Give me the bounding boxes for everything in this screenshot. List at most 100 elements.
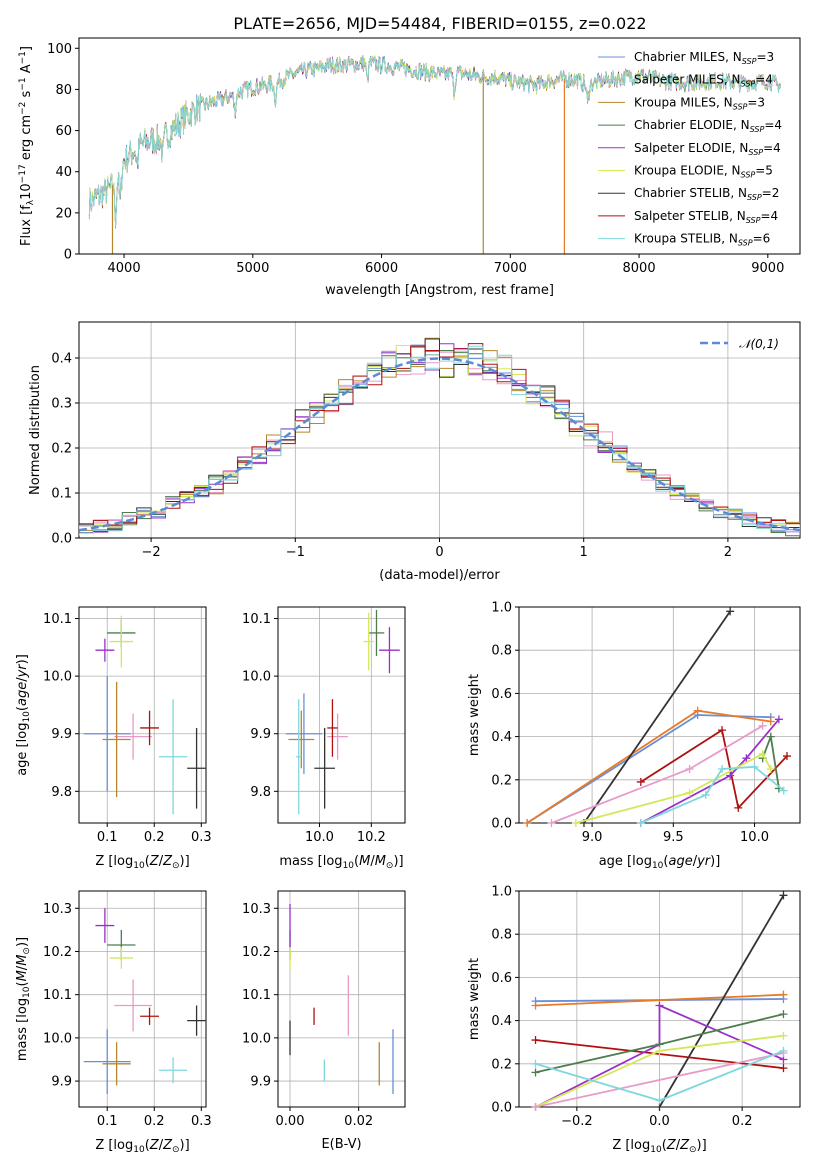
legend-entry: Chabrier ELODIE, NSSP=4 — [634, 118, 782, 134]
y-axis-label: Normed distribution — [28, 365, 43, 495]
x-tick-label: 0.02 — [344, 1114, 373, 1129]
x-tick-label: 0.1 — [97, 830, 118, 845]
x-tick-label: 9.0 — [582, 830, 603, 845]
y-tick-label: 10.3 — [43, 902, 72, 917]
series-marker — [783, 752, 792, 761]
error-point — [158, 1057, 188, 1084]
plot-frame — [78, 890, 207, 1108]
error-point — [140, 710, 159, 746]
error-point — [296, 699, 302, 815]
spectrum-panel: 4000 5000 6000 7000 8000 9000 0 20 40 60 80 100 Chab… — [18, 37, 801, 298]
series-marker — [758, 721, 767, 730]
x-axis-label: age [log10(age/yr)] — [599, 854, 721, 871]
x-tick-label: −2 — [142, 545, 161, 560]
legend-entry: Chabrier MILES, NSSP=3 — [634, 50, 774, 66]
y-tick-label: 1.0 — [491, 885, 512, 900]
x-tick-label: 5000 — [236, 261, 269, 276]
y-tick-label: 9.8 — [51, 785, 72, 800]
series-marker — [531, 1103, 540, 1111]
series-marker — [779, 1031, 788, 1040]
x-tick-label: 10.2 — [357, 830, 386, 845]
legend-entry: Kroupa ELODIE, NSSP=5 — [634, 164, 773, 180]
y-tick-label: 0.4 — [51, 352, 72, 367]
series-line — [535, 1004, 784, 1108]
series-marker — [547, 819, 556, 827]
series-marker — [655, 1096, 664, 1105]
grid — [79, 891, 206, 1107]
error-point — [95, 638, 115, 662]
y-tick-label: 10.1 — [43, 988, 72, 1003]
x-tick-label: 7000 — [494, 261, 527, 276]
y-tick-label: 10.2 — [43, 945, 72, 960]
y-tick-label: 9.9 — [250, 727, 271, 742]
y-axis-label: age [log10(age/yr)] — [15, 654, 32, 776]
error-point — [83, 1029, 131, 1095]
x-tick-label: 9000 — [751, 261, 784, 276]
x-tick-label: −0.2 — [561, 1114, 593, 1129]
spectrum-lines — [88, 55, 782, 254]
y-tick-label: 0.6 — [491, 971, 512, 986]
error-point — [83, 676, 131, 792]
series-marker — [726, 607, 735, 616]
y-tick-label: 10.1 — [242, 612, 271, 627]
x-tick-label: 4000 — [108, 261, 141, 276]
legend-entry: Kroupa MILES, NSSP=3 — [634, 95, 765, 111]
y-tick-label: 10.0 — [43, 1031, 72, 1046]
figure-title: PLATE=2656, MJD=54484, FIBERID=0155, z=0… — [233, 14, 646, 33]
y-tick-label: 80 — [55, 83, 72, 98]
series-line — [535, 1052, 784, 1108]
series-marker — [758, 749, 767, 758]
x-tick-label: 0.2 — [732, 1114, 753, 1129]
series-marker — [531, 1068, 540, 1077]
plot-frame — [78, 37, 801, 255]
series-marker — [779, 1064, 788, 1073]
series-marker — [701, 790, 710, 799]
legend-entry: Salpeter STELIB, NSSP=4 — [634, 209, 778, 225]
error-point — [114, 713, 152, 760]
x-tick-label: 10.0 — [305, 830, 334, 845]
series-marker — [693, 706, 702, 715]
plot-frame — [518, 606, 801, 824]
legend-entry: 𝒩(0,1) — [739, 337, 779, 351]
x-tick-label: 2 — [724, 545, 732, 560]
error-point — [187, 727, 206, 809]
error-point — [327, 713, 348, 760]
Z-massweight-panel: −0.2 0.0 0.2 0.0 0.2 0.4 0.6 0.8 1.0 Z [log10(Z/Z… — [467, 885, 801, 1155]
error-point — [314, 727, 336, 809]
y-tick-label: 10.3 — [242, 902, 271, 917]
y-tick-label: 10.0 — [242, 670, 271, 685]
series-marker — [779, 1010, 788, 1019]
plot-frame — [277, 606, 406, 824]
y-axis-label: mass [log10(M/M⊙)] — [15, 937, 32, 1061]
x-tick-label: 8000 — [623, 261, 656, 276]
x-tick-label: 9.5 — [663, 830, 684, 845]
x-tick-label: 0.3 — [191, 830, 212, 845]
series-marker — [779, 891, 788, 900]
y-tick-label: 40 — [55, 165, 72, 180]
error-point — [114, 979, 152, 1032]
series-marker — [750, 762, 759, 771]
series-marker — [774, 715, 783, 724]
series-line — [640, 728, 788, 810]
series-marker — [726, 771, 735, 780]
y-tick-label: 10.2 — [242, 945, 271, 960]
plot-frame — [78, 321, 801, 539]
series-marker — [779, 786, 788, 795]
x-axis-label: (data-model)/error — [379, 568, 500, 583]
series-marker — [636, 777, 645, 786]
x-tick-label: 0.2 — [144, 1114, 165, 1129]
spectrum-line — [88, 56, 782, 227]
y-tick-label: 9.9 — [51, 727, 72, 742]
x-tick-label: 0.1 — [97, 1114, 118, 1129]
y-tick-label: 10.1 — [43, 612, 72, 627]
legend-entry: Kroupa STELIB, NSSP=6 — [634, 232, 770, 248]
x-axis-label: Z [log10(Z/Z⊙)] — [612, 1138, 706, 1155]
x-axis-label: E(B-V) — [321, 1137, 361, 1152]
grid — [278, 607, 405, 823]
series-marker — [531, 1036, 540, 1045]
x-tick-label: 0 — [435, 545, 443, 560]
series-marker — [734, 803, 743, 812]
EBV-mass-panel: 0.00 0.02 9.9 10.0 10.1 10.2 10.3 E(B-V) — [242, 890, 406, 1152]
legend-entry: Salpeter ELODIE, NSSP=4 — [634, 141, 781, 157]
y-tick-label: 10.0 — [242, 1031, 271, 1046]
